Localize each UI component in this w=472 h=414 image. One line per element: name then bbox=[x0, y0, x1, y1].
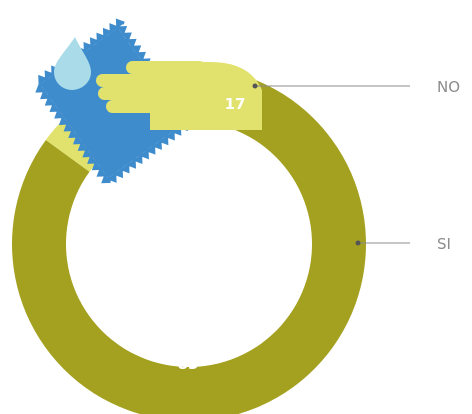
leader-dot-no bbox=[252, 83, 258, 89]
donut-segment-si bbox=[12, 68, 366, 414]
data-label-no: 17 bbox=[225, 95, 246, 113]
leader-dot-si bbox=[355, 240, 361, 246]
hand-with-wet-wipe-icon bbox=[35, 18, 262, 184]
legend-item-no: NO bbox=[252, 78, 460, 96]
data-label-si: 83 bbox=[178, 355, 199, 373]
legend-label-si: SI bbox=[437, 235, 451, 253]
legend-item-si: SI bbox=[355, 235, 451, 253]
water-drop-icon bbox=[54, 37, 91, 90]
legend-label-no: NO bbox=[437, 78, 460, 96]
hand-icon bbox=[96, 61, 262, 130]
